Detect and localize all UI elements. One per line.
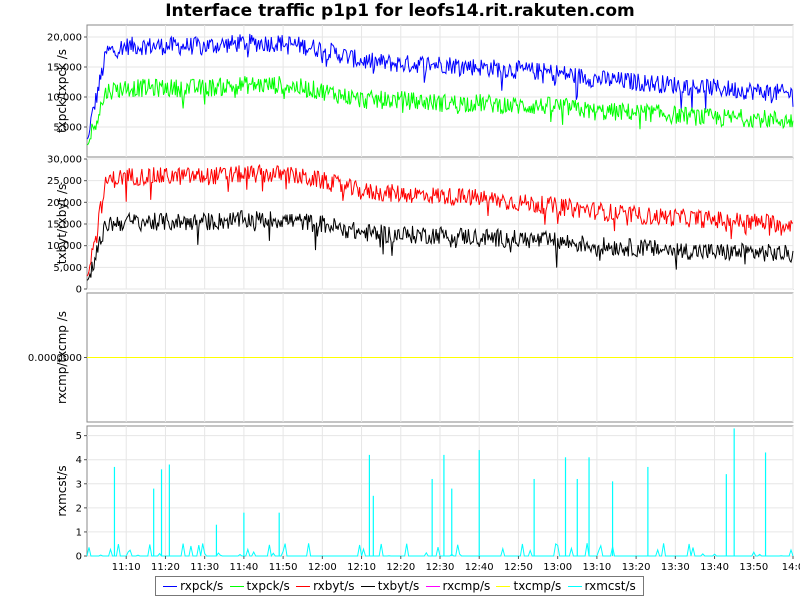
- panel-2-ytick-label: 25,000: [47, 176, 82, 187]
- legend-swatch: [496, 585, 511, 587]
- legend-label: rxbyt/s: [313, 579, 355, 593]
- panel-4-ytick-label: 0: [76, 552, 82, 563]
- panel-2-ytick-label: 30,000: [47, 155, 82, 166]
- x-tick-label: 11:30: [190, 562, 219, 573]
- legend-swatch: [425, 585, 440, 587]
- x-tick-label: 12:20: [386, 562, 415, 573]
- legend-swatch: [567, 585, 582, 587]
- series-txbyt-line: [86, 210, 794, 281]
- panel-2-ytick-label: 5,000: [53, 263, 82, 274]
- panel-2-ytick-label: 10,000: [47, 241, 82, 252]
- x-tick-label: 11:40: [229, 562, 258, 573]
- legend-label: txbyt/s: [377, 579, 420, 593]
- panel-1-ytick-label: 10,000: [47, 93, 82, 104]
- legend-label: rxcmp/s: [442, 579, 491, 593]
- panel-4-ytick-label: 1: [76, 527, 82, 538]
- legend-swatch: [229, 585, 244, 587]
- legend-label: rxpck/s: [180, 579, 224, 593]
- x-tick-label: 12:50: [504, 562, 533, 573]
- legend-item: rxbyt/s: [296, 579, 355, 593]
- legend-label: txpck/s: [246, 579, 290, 593]
- panel-3-ytick-label: 0.0000000: [28, 353, 82, 364]
- x-tick-label: 12:40: [465, 562, 494, 573]
- panel-2-ylabel: txbyt/rxbyt /s: [55, 184, 69, 265]
- panel-1-ylabel: txpck/txpck /s: [55, 49, 69, 133]
- x-tick-label: 13:40: [700, 562, 729, 573]
- panel-4-ytick-label: 3: [76, 479, 82, 490]
- panel-2-ytick-label: 20,000: [47, 198, 82, 209]
- x-tick-label: 12:10: [347, 562, 376, 573]
- legend-item: txcmp/s: [496, 579, 561, 593]
- panel-3-ylabel: rxcmp/txcmp /s: [55, 311, 69, 404]
- legend-label: txcmp/s: [513, 579, 562, 593]
- x-tick-label: 12:30: [426, 562, 455, 573]
- panel-1-ytick-label: 20,000: [47, 33, 82, 44]
- x-tick-label: 13:00: [543, 562, 572, 573]
- panel-2-ytick-label: 15,000: [47, 220, 82, 231]
- series-txpck-line: [86, 76, 794, 146]
- legend-item: rxpck/s: [163, 579, 223, 593]
- x-tick-label: 13:10: [582, 562, 611, 573]
- legend-swatch: [296, 585, 311, 587]
- panel-1-ytick-label: 5,000: [53, 123, 82, 134]
- panel-1-ytick-label: 15,000: [47, 63, 82, 74]
- legend-swatch: [360, 585, 375, 587]
- legend: rxpck/s txpck/s rxbyt/s txbyt/s rxcmp/s txcmp…: [155, 576, 644, 596]
- panel-4-ytick-label: 2: [76, 503, 82, 514]
- x-tick-label: 14:0: [782, 562, 800, 573]
- legend-label: rxmcst/s: [584, 579, 636, 593]
- x-tick-label: 13:20: [622, 562, 651, 573]
- legend-item: rxmcst/s: [567, 579, 636, 593]
- x-tick-label: 11:50: [269, 562, 298, 573]
- panel-4-ylabel: rxmcst/s: [55, 465, 69, 516]
- x-tick-label: 11:10: [112, 562, 141, 573]
- x-tick-label: 13:50: [739, 562, 768, 573]
- x-tick-label: 11:20: [151, 562, 180, 573]
- legend-swatch: [163, 585, 178, 587]
- x-tick-label: 13:30: [661, 562, 690, 573]
- chart-title: Interface traffic p1p1 for leofs14.rit.r…: [165, 1, 635, 21]
- x-tick-label: 12:00: [308, 562, 337, 573]
- panel-4-ytick-label: 4: [76, 455, 82, 466]
- panel-2-ytick-label: 0: [76, 285, 82, 296]
- legend-item: txpck/s: [229, 579, 290, 593]
- series-rxpck-line: [86, 33, 794, 140]
- legend-item: txbyt/s: [360, 579, 420, 593]
- series-rxbyt-line: [86, 163, 794, 277]
- panel-4-ytick-label: 5: [76, 431, 82, 442]
- legend-item: rxcmp/s: [425, 579, 491, 593]
